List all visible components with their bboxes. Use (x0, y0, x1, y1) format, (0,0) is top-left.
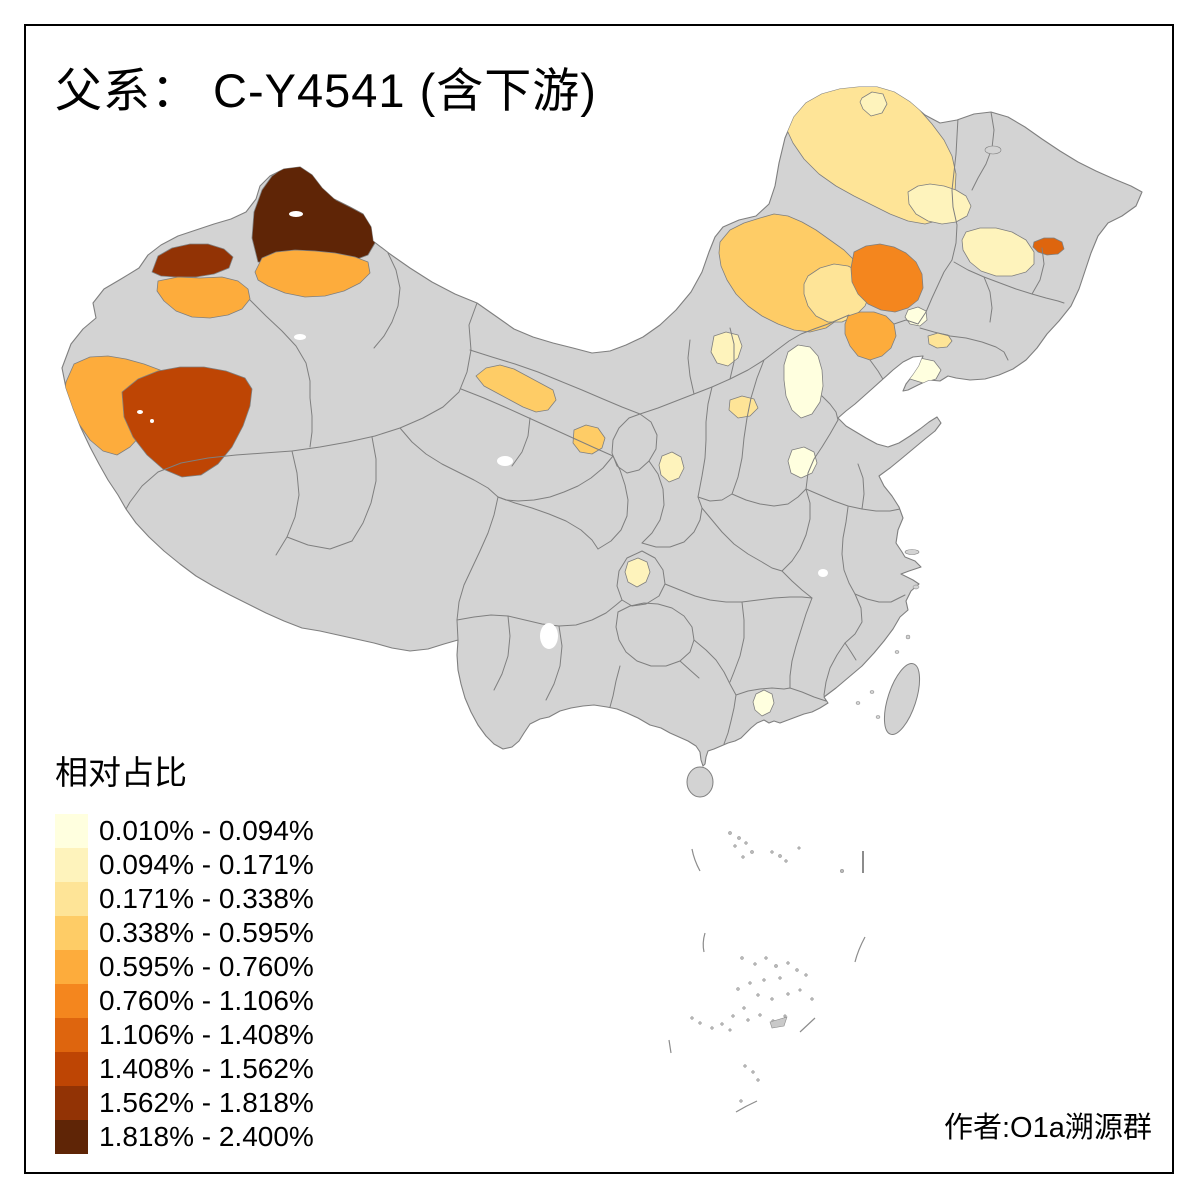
region-harbin-suihua (961, 227, 1035, 277)
legend-swatch (55, 848, 88, 882)
region-ili-bortala (156, 276, 251, 319)
region-hotan (121, 366, 253, 478)
legend-row: 1.106% - 1.408% (55, 1018, 314, 1052)
legend-swatch (55, 1086, 88, 1120)
legend: 相对占比 0.010% - 0.094% 0.094% - 0.171% 0.171… (55, 746, 314, 1154)
legend-label: 1.818% - 2.400% (99, 1121, 314, 1152)
legend-label: 1.106% - 1.408% (99, 1019, 314, 1050)
colored-regions (63, 87, 1065, 717)
province-borders (125, 109, 1065, 745)
islands (686, 549, 921, 798)
legend-swatch (55, 1018, 88, 1052)
region-guangzhou (752, 689, 775, 717)
region-jiuquan-zhangye (475, 364, 557, 413)
legend-label: 0.595% - 0.760% (99, 951, 314, 982)
author-credit: 作者:O1a溯源群 (944, 1112, 1152, 1144)
region-south-hebei (787, 446, 818, 479)
legend-label: 0.094% - 0.171% (99, 849, 314, 880)
lakes (137, 145, 1002, 649)
region-jiamusi (1032, 237, 1065, 256)
legend-swatch (55, 814, 88, 848)
legend-swatch (55, 950, 88, 984)
taiwan-island (883, 663, 921, 735)
region-changji (254, 249, 371, 298)
legend-row: 0.171% - 0.338% (55, 882, 314, 916)
legend-row: 0.094% - 0.171% (55, 848, 314, 882)
legend-label: 1.408% - 1.562% (99, 1053, 314, 1084)
region-altay (251, 163, 376, 266)
region-hulunbuir-nw (859, 91, 888, 117)
legend-label: 0.171% - 0.338% (99, 883, 314, 914)
legend-swatch (55, 882, 88, 916)
region-chongqing (624, 557, 651, 588)
legend-swatch (55, 1052, 88, 1086)
legend-swatch (55, 1120, 88, 1154)
legend-row: 0.595% - 0.760% (55, 950, 314, 984)
legend-row: 1.818% - 2.400% (55, 1120, 314, 1154)
legend-title: 相对占比 (55, 754, 187, 791)
region-wuwei (572, 424, 606, 455)
region-qiqihar (907, 183, 972, 225)
region-tongliao (850, 243, 924, 313)
region-guyuan (658, 451, 685, 483)
legend-row: 1.562% - 1.818% (55, 1086, 314, 1120)
legend-row: 0.010% - 0.094% (55, 814, 314, 848)
legend-rows: 0.010% - 0.094% 0.094% - 0.171% 0.171% - 0… (55, 814, 314, 1154)
legend-row: 1.408% - 1.562% (55, 1052, 314, 1086)
legend-label: 0.760% - 1.106% (99, 985, 314, 1016)
legend-label: 1.562% - 1.818% (99, 1087, 314, 1118)
region-beijing (783, 344, 824, 419)
legend-row: 0.760% - 1.106% (55, 984, 314, 1018)
hainan-island (686, 766, 714, 798)
legend-swatch (55, 984, 88, 1018)
legend-label: 0.010% - 0.094% (99, 815, 314, 846)
legend-row: 0.338% - 0.595% (55, 916, 314, 950)
legend-swatch (55, 916, 88, 950)
page-title: 父系： C-Y4541 (含下游) (55, 64, 597, 117)
south-china-sea-marks (668, 831, 866, 1113)
region-chaoyang (844, 311, 897, 361)
legend-label: 0.338% - 0.595% (99, 917, 314, 948)
